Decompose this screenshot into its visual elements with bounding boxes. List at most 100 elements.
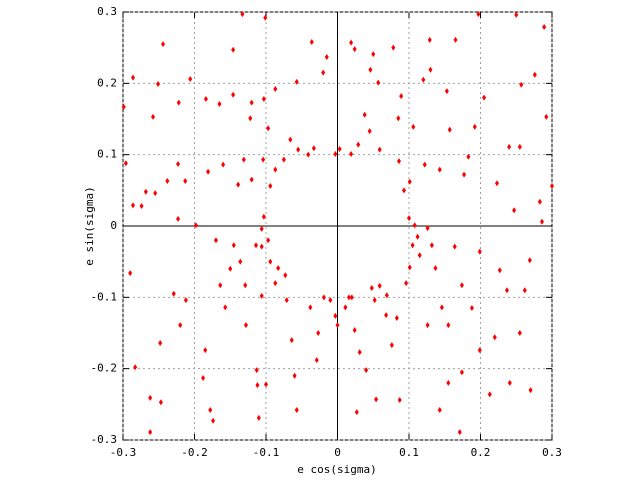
point bbox=[384, 312, 389, 319]
point bbox=[415, 233, 420, 240]
point bbox=[223, 304, 228, 311]
point bbox=[410, 242, 415, 249]
point bbox=[447, 126, 452, 133]
point bbox=[324, 53, 329, 60]
x-axis-label: e cos(sigma) bbox=[297, 463, 376, 476]
point bbox=[243, 322, 248, 329]
point bbox=[459, 369, 464, 376]
point bbox=[453, 36, 458, 43]
point bbox=[346, 294, 351, 301]
point bbox=[201, 374, 206, 381]
point bbox=[208, 407, 213, 414]
point bbox=[384, 292, 389, 299]
point bbox=[477, 347, 482, 354]
point bbox=[253, 242, 258, 249]
point bbox=[249, 99, 254, 106]
point bbox=[314, 357, 319, 364]
point bbox=[121, 103, 126, 110]
point bbox=[156, 81, 161, 88]
point bbox=[550, 183, 554, 190]
point bbox=[176, 215, 181, 222]
point bbox=[377, 282, 382, 289]
point bbox=[396, 158, 401, 165]
point bbox=[376, 79, 381, 86]
point bbox=[151, 113, 156, 120]
point bbox=[397, 397, 402, 404]
point bbox=[288, 136, 293, 143]
point bbox=[349, 150, 354, 157]
point bbox=[425, 322, 430, 329]
y-tick-label: -0.2 bbox=[91, 362, 118, 375]
point bbox=[131, 202, 136, 209]
point bbox=[231, 46, 236, 53]
point bbox=[352, 327, 357, 334]
point bbox=[407, 264, 412, 271]
point bbox=[211, 417, 216, 424]
point bbox=[176, 160, 181, 167]
point bbox=[429, 242, 434, 249]
point bbox=[349, 294, 354, 301]
point bbox=[343, 304, 348, 311]
point bbox=[259, 292, 264, 299]
point bbox=[427, 36, 432, 43]
point bbox=[369, 285, 374, 292]
x-tick-label: 0.2 bbox=[471, 446, 491, 459]
point bbox=[296, 146, 301, 153]
point bbox=[407, 178, 412, 185]
point bbox=[512, 207, 517, 214]
point bbox=[123, 160, 128, 167]
x-tick-label: 0.3 bbox=[542, 446, 562, 459]
point bbox=[143, 188, 148, 195]
point bbox=[218, 282, 223, 289]
y-tick-label: -0.3 bbox=[91, 433, 118, 446]
point bbox=[507, 143, 512, 150]
point bbox=[256, 414, 261, 421]
point bbox=[276, 265, 281, 272]
point bbox=[368, 66, 373, 73]
point bbox=[421, 76, 426, 83]
point bbox=[273, 280, 278, 287]
point bbox=[266, 125, 271, 132]
point bbox=[263, 14, 268, 21]
point bbox=[183, 297, 188, 304]
point bbox=[469, 305, 474, 312]
point bbox=[193, 222, 198, 229]
point bbox=[333, 312, 338, 319]
point bbox=[284, 297, 289, 304]
point bbox=[273, 166, 278, 173]
point bbox=[337, 145, 342, 152]
point bbox=[261, 156, 266, 163]
point bbox=[517, 330, 522, 336]
point bbox=[352, 46, 357, 53]
point bbox=[294, 78, 299, 85]
point bbox=[477, 248, 482, 255]
point bbox=[206, 168, 211, 175]
point bbox=[507, 379, 512, 386]
point bbox=[333, 150, 338, 157]
point bbox=[268, 183, 273, 190]
point bbox=[217, 101, 222, 108]
point bbox=[153, 190, 158, 197]
point bbox=[396, 115, 401, 122]
point bbox=[328, 297, 333, 304]
y-tick-label: -0.1 bbox=[91, 290, 118, 303]
point bbox=[309, 38, 314, 45]
point bbox=[437, 407, 442, 414]
point bbox=[306, 151, 311, 158]
point bbox=[446, 322, 451, 329]
point bbox=[161, 41, 166, 48]
x-tick-label: 0 bbox=[334, 446, 341, 459]
point bbox=[374, 396, 379, 403]
point bbox=[357, 349, 362, 356]
point bbox=[203, 347, 208, 354]
point bbox=[259, 243, 264, 250]
point bbox=[452, 243, 457, 250]
point bbox=[349, 39, 354, 46]
point bbox=[178, 322, 183, 329]
point bbox=[139, 203, 144, 210]
point bbox=[281, 156, 286, 163]
point bbox=[394, 315, 399, 322]
point bbox=[268, 258, 273, 265]
point bbox=[203, 96, 208, 103]
point bbox=[412, 222, 417, 229]
